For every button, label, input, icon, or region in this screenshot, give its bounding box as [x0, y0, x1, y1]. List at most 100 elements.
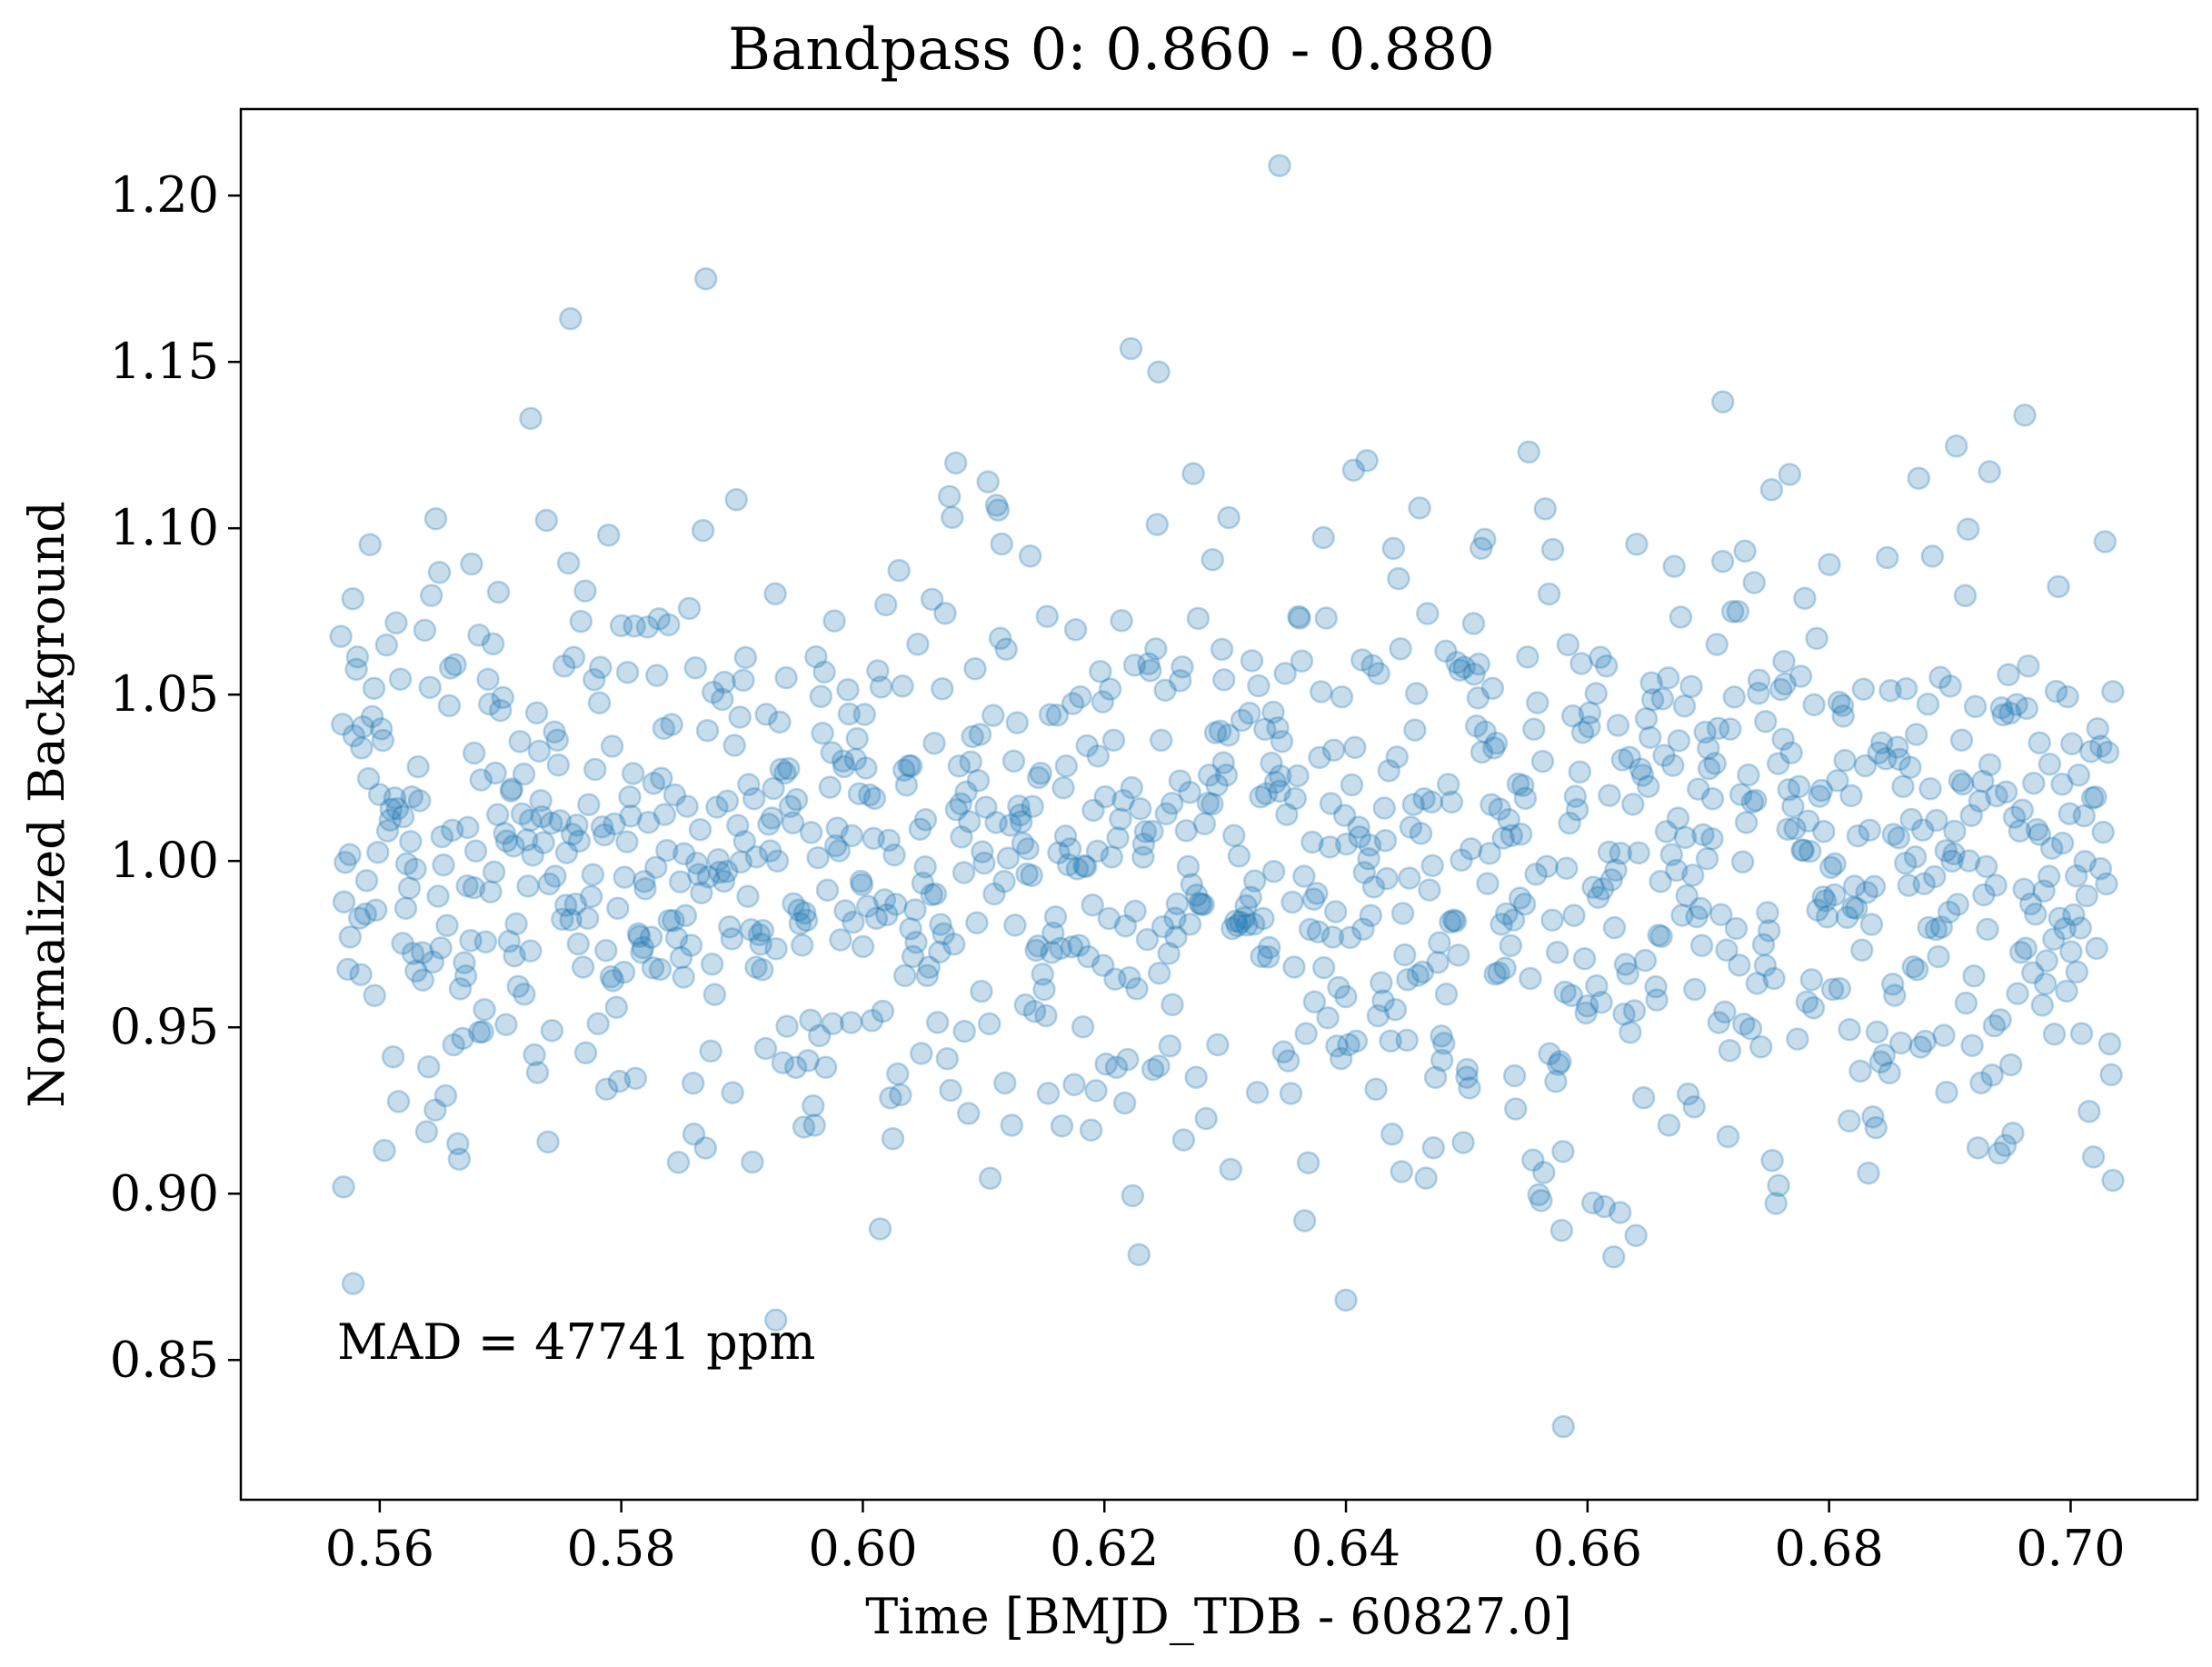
data-point [1707, 1011, 1731, 1034]
data-point [1364, 1077, 1388, 1102]
data-point [1153, 678, 1177, 703]
data-point [1013, 993, 1038, 1017]
data-point [374, 633, 399, 657]
data-point [1414, 1166, 1438, 1190]
data-point [2042, 927, 2066, 952]
data-point [635, 615, 660, 639]
data-point [1572, 946, 1597, 971]
data-point [1165, 892, 1190, 916]
data-point [947, 754, 971, 778]
data-point [1969, 1071, 1993, 1095]
data-point [941, 505, 964, 530]
data-point [804, 644, 828, 669]
data-point [536, 1130, 560, 1154]
data-point [1122, 653, 1147, 677]
data-point [1545, 941, 1569, 964]
data-point [996, 846, 1021, 870]
data-point [525, 1061, 550, 1084]
data-point [613, 865, 636, 889]
data-point [1811, 885, 1835, 909]
data-point [1894, 676, 1918, 701]
data-point [451, 1026, 474, 1051]
data-point [827, 839, 852, 863]
data-point [877, 828, 901, 853]
data-point [1334, 1288, 1358, 1313]
data-point [1839, 784, 1863, 808]
data-point [1644, 974, 1668, 999]
data-point [903, 898, 927, 922]
data-point [1089, 659, 1112, 684]
data-point [1098, 677, 1122, 701]
data-point [519, 939, 543, 963]
data-point [1818, 553, 1841, 576]
data-point [1526, 691, 1549, 714]
data-point [1831, 704, 1855, 728]
data-point [1268, 779, 1291, 804]
data-point [1912, 872, 1936, 895]
x-tick-label: 0.66 [1533, 1520, 1642, 1577]
data-point [1141, 1057, 1165, 1082]
data-point [1396, 967, 1420, 992]
data-point [820, 741, 844, 764]
data-point [1578, 701, 1602, 725]
data-point [606, 896, 630, 921]
data-point [1337, 1033, 1360, 1057]
data-point [438, 656, 463, 680]
data-point [1682, 1095, 1706, 1119]
data-point [1703, 752, 1727, 775]
data-point [581, 863, 605, 886]
data-point [1815, 904, 1839, 929]
data-point [1883, 983, 1907, 1007]
data-point [332, 1175, 355, 1199]
data-point [2035, 949, 2058, 973]
data-point [1609, 841, 1633, 865]
data-point [1901, 954, 1925, 979]
data-point [1976, 917, 1999, 942]
data-point [1872, 1043, 1897, 1067]
data-point [379, 797, 403, 822]
data-point [1131, 845, 1155, 869]
data-point [884, 893, 908, 916]
data-point [1493, 956, 1517, 980]
data-point [1598, 784, 1621, 807]
data-point [494, 1013, 518, 1036]
data-point [1239, 885, 1262, 910]
data-point [1091, 690, 1115, 714]
data-point [1276, 1049, 1300, 1073]
data-point [1787, 774, 1811, 799]
data-point [894, 773, 919, 797]
data-point [1418, 878, 1441, 902]
data-point [1602, 915, 1627, 940]
data-point [1957, 849, 1981, 873]
data-point [829, 928, 852, 952]
data-point [1993, 1133, 2018, 1157]
data-point [992, 869, 1016, 893]
data-point [729, 850, 752, 874]
data-point [879, 1086, 902, 1110]
data-point [619, 804, 643, 828]
data-point [1540, 908, 1564, 932]
data-point [1439, 910, 1462, 934]
data-point [1047, 841, 1071, 864]
data-point [2008, 941, 2033, 964]
data-point [972, 851, 996, 875]
data-point [1589, 990, 1613, 1014]
data-point [860, 1009, 884, 1033]
data-point [862, 826, 885, 851]
data-point [825, 816, 850, 840]
data-point [350, 736, 374, 760]
data-point [657, 613, 681, 637]
data-point [2053, 917, 2077, 941]
data-point [2077, 1100, 2101, 1123]
data-point [1734, 811, 1759, 834]
data-point [910, 1042, 933, 1065]
data-point [493, 822, 516, 845]
data-point [416, 1055, 441, 1079]
data-point [732, 668, 755, 693]
data-point [762, 776, 785, 801]
data-point [503, 943, 526, 968]
data-point [1487, 961, 1510, 985]
data-point [753, 1036, 778, 1061]
data-point [587, 691, 612, 714]
data-point [1589, 645, 1612, 669]
